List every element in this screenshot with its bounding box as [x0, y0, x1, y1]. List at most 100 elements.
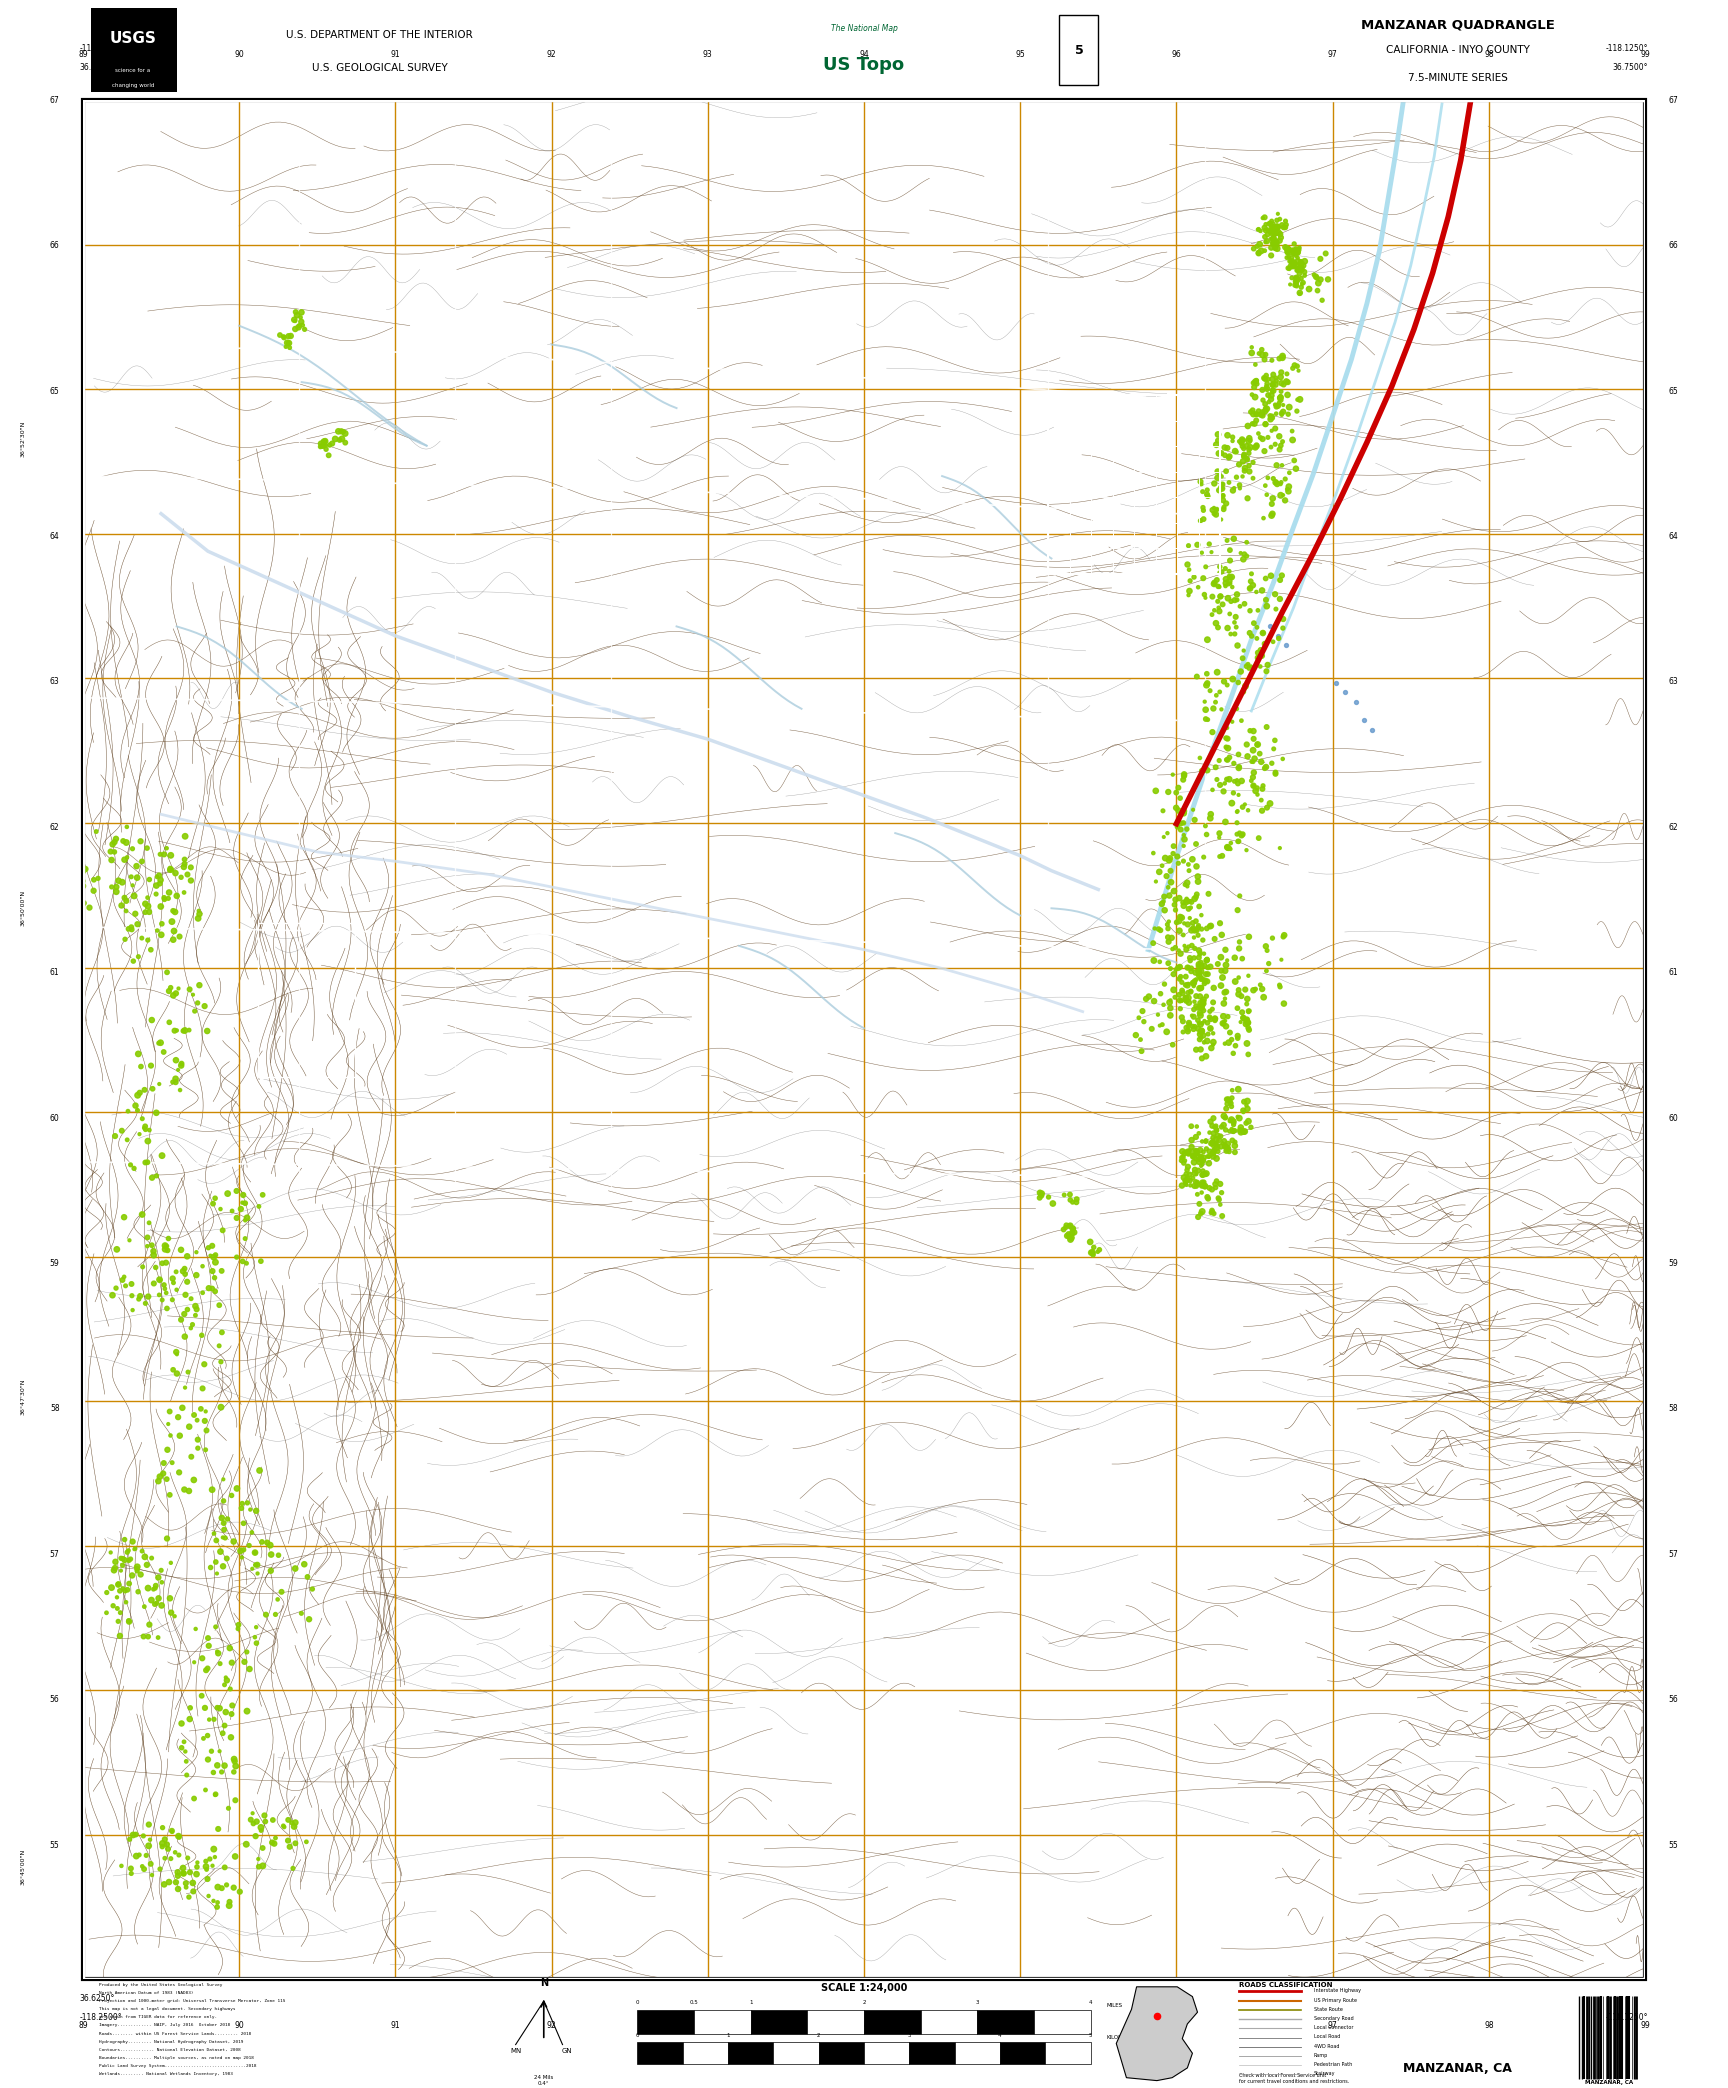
Point — [1286, 251, 1313, 284]
Bar — [1033, 2011, 1090, 2034]
Point — [242, 1537, 270, 1570]
Point — [1180, 1153, 1208, 1186]
Point — [1274, 232, 1301, 265]
Point — [138, 1228, 166, 1261]
Point — [183, 1236, 211, 1270]
Text: 59: 59 — [50, 1259, 59, 1267]
Point — [1244, 821, 1272, 854]
Point — [1222, 434, 1249, 468]
Point — [1192, 668, 1220, 702]
Point — [1151, 967, 1178, 1000]
Point — [1270, 367, 1298, 401]
Point — [118, 1856, 145, 1890]
Point — [154, 1234, 181, 1267]
Point — [124, 1574, 152, 1608]
Point — [1227, 1004, 1255, 1038]
Point — [1260, 211, 1287, 244]
Point — [102, 1545, 130, 1579]
Point — [197, 1735, 225, 1769]
Point — [111, 1543, 138, 1576]
Point — [150, 1447, 178, 1480]
Point — [111, 1261, 138, 1295]
Point — [1161, 952, 1189, 986]
Point — [1192, 549, 1220, 583]
Point — [1151, 841, 1178, 875]
Text: 59: 59 — [1669, 1259, 1678, 1267]
Point — [1208, 1111, 1236, 1144]
Point — [242, 1620, 270, 1654]
Point — [1173, 1163, 1201, 1196]
Point — [1192, 1125, 1220, 1159]
Point — [219, 1524, 247, 1558]
Point — [1210, 1109, 1237, 1142]
Point — [214, 1501, 242, 1535]
Point — [1203, 1109, 1230, 1142]
Point — [1263, 205, 1291, 238]
Point — [1177, 892, 1204, 925]
Point — [1175, 1136, 1203, 1169]
Point — [1256, 787, 1284, 821]
Text: 3: 3 — [976, 2000, 980, 2004]
Text: US Topo: US Topo — [824, 56, 904, 75]
Point — [1063, 1182, 1090, 1215]
Point — [1280, 246, 1308, 280]
Point — [1147, 887, 1175, 921]
Point — [116, 1224, 143, 1257]
Point — [1201, 1196, 1229, 1230]
Point — [1274, 397, 1301, 430]
Point — [1192, 1132, 1220, 1165]
Point — [185, 894, 213, 927]
Point — [1246, 336, 1274, 370]
Point — [152, 1232, 180, 1265]
Point — [1258, 499, 1286, 532]
Point — [1194, 622, 1222, 656]
Point — [1242, 430, 1270, 464]
Point — [123, 1819, 150, 1852]
Point — [261, 1821, 289, 1854]
Point — [218, 1194, 245, 1228]
Point — [1153, 860, 1180, 894]
Point — [1159, 829, 1187, 862]
Point — [1178, 1140, 1206, 1173]
Point — [251, 1798, 278, 1831]
Point — [1166, 806, 1194, 839]
Point — [1237, 620, 1265, 654]
Point — [169, 1856, 197, 1890]
Point — [1204, 1119, 1232, 1153]
Point — [175, 1474, 202, 1508]
Point — [1229, 445, 1256, 478]
Point — [135, 1572, 162, 1606]
Point — [1220, 1107, 1248, 1140]
Point — [138, 1858, 166, 1892]
Point — [1217, 1017, 1244, 1050]
Point — [1279, 261, 1306, 294]
Point — [1204, 591, 1232, 624]
Point — [1194, 942, 1222, 975]
Point — [1199, 1128, 1227, 1161]
Point — [1210, 491, 1237, 524]
Point — [1189, 983, 1217, 1017]
Point — [1274, 234, 1301, 267]
Point — [1248, 633, 1275, 666]
Point — [1196, 1115, 1223, 1148]
Point — [1210, 493, 1237, 526]
Point — [1279, 351, 1306, 384]
Point — [1185, 1117, 1213, 1150]
Point — [1056, 1219, 1083, 1253]
Point — [1194, 1017, 1222, 1050]
Point — [1146, 1009, 1173, 1042]
Point — [1210, 587, 1237, 620]
Point — [1210, 484, 1237, 518]
Point — [1059, 1186, 1087, 1219]
Point — [204, 1812, 232, 1846]
Point — [1175, 854, 1203, 887]
Point — [1267, 564, 1294, 597]
Point — [119, 831, 147, 864]
Point — [1291, 255, 1318, 288]
Point — [164, 971, 192, 1004]
Point — [1163, 791, 1191, 825]
Point — [1253, 929, 1280, 963]
Point — [183, 1858, 211, 1892]
Text: U.S. GEOLOGICAL SURVEY: U.S. GEOLOGICAL SURVEY — [311, 63, 448, 73]
Point — [1239, 365, 1267, 399]
